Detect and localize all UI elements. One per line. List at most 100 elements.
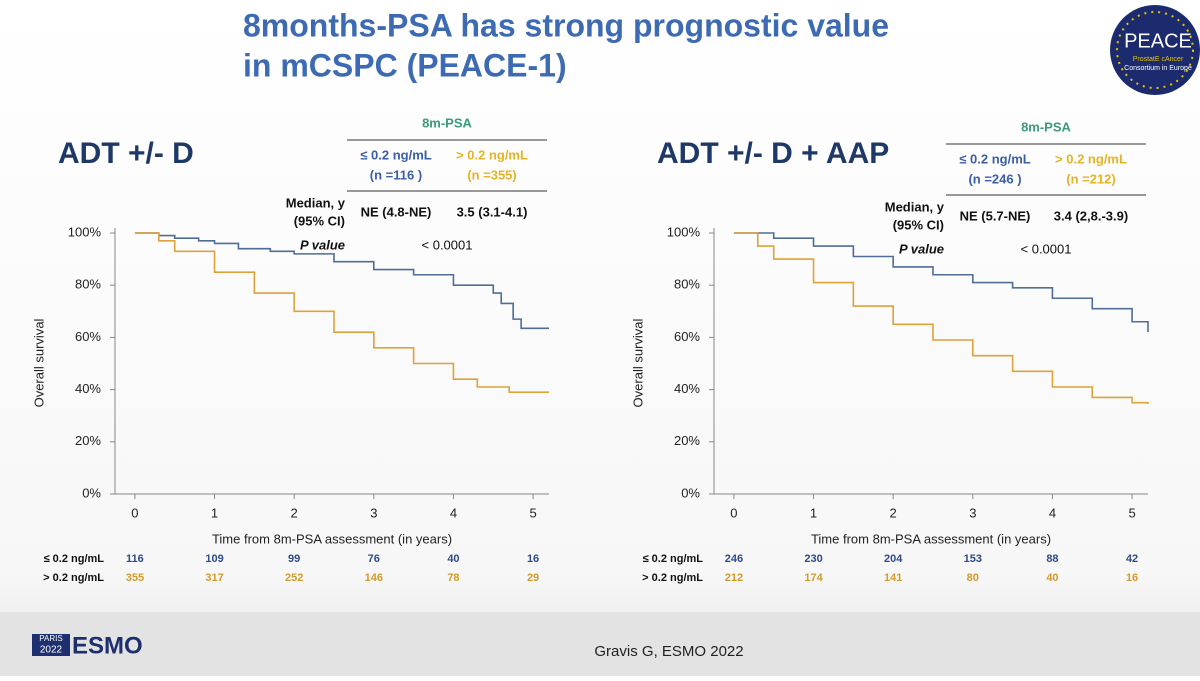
- risk-row-label: ≤ 0.2 ng/mL: [44, 553, 105, 565]
- x-tick-label: 3: [969, 505, 976, 520]
- y-axis-label: Overall survival: [630, 318, 645, 407]
- at-risk: 141: [884, 572, 902, 584]
- logo-text: ProstatE cAncer: [1133, 56, 1184, 63]
- table-title: 8m-PSA: [1021, 119, 1071, 134]
- at-risk: 153: [964, 553, 982, 565]
- at-risk: 99: [288, 553, 300, 565]
- chart-title: ADT +/- D: [58, 137, 194, 170]
- logo-text: PEACE: [1124, 30, 1192, 52]
- legend-n: (n =355): [467, 167, 517, 182]
- legend-name: ≤ 0.2 ng/mL: [360, 147, 431, 162]
- y-tick-label: 0%: [82, 485, 101, 500]
- survival-curve: [733, 232, 1149, 404]
- p-value: < 0.0001: [1021, 241, 1072, 256]
- risk-row-label: > 0.2 ng/mL: [43, 572, 104, 584]
- x-axis-label: Time from 8m-PSA assessment (in years): [811, 531, 1051, 546]
- at-risk: 317: [205, 572, 223, 584]
- legend-n: (n =212): [1066, 171, 1116, 186]
- at-risk: 76: [368, 553, 380, 565]
- logo-text: Consortium in Europe: [1124, 65, 1192, 72]
- at-risk: 146: [365, 572, 383, 584]
- p-label: P value: [899, 241, 944, 256]
- y-tick-label: 100%: [68, 224, 102, 239]
- x-tick-label: 5: [529, 505, 536, 520]
- at-risk: 16: [1126, 572, 1138, 584]
- at-risk: 246: [725, 553, 743, 565]
- x-tick-label: 3: [370, 505, 377, 520]
- at-risk: 212: [725, 572, 743, 584]
- y-tick-label: 40%: [75, 381, 101, 396]
- at-risk: 40: [447, 553, 459, 565]
- footer-band: [0, 612, 1200, 676]
- y-axis-label: Overall survival: [31, 318, 46, 407]
- y-tick-label: 80%: [674, 277, 700, 292]
- legend-n: (n =116 ): [370, 167, 422, 182]
- y-tick-label: 100%: [667, 224, 701, 239]
- at-risk: 116: [126, 553, 144, 565]
- at-risk: 230: [804, 553, 822, 565]
- x-axis-label: Time from 8m-PSA assessment (in years): [212, 531, 452, 546]
- event-logo-text: PARIS: [39, 634, 62, 643]
- table-title: 8m-PSA: [422, 115, 472, 130]
- median-label: Median, y: [286, 195, 346, 210]
- x-tick-label: 0: [730, 505, 737, 520]
- x-tick-label: 4: [1049, 505, 1056, 520]
- median-label: Median, y: [885, 199, 945, 214]
- at-risk: 204: [884, 553, 903, 565]
- y-tick-label: 20%: [674, 433, 700, 448]
- at-risk: 174: [804, 572, 823, 584]
- x-tick-label: 2: [291, 505, 298, 520]
- median-label: (95% CI): [893, 217, 944, 232]
- risk-row-label: > 0.2 ng/mL: [642, 572, 703, 584]
- y-tick-label: 60%: [75, 329, 101, 344]
- x-tick-label: 2: [890, 505, 897, 520]
- x-tick-label: 1: [810, 505, 817, 520]
- legend-name: ≤ 0.2 ng/mL: [959, 151, 1030, 166]
- at-risk: 109: [205, 553, 223, 565]
- at-risk: 78: [447, 572, 459, 584]
- p-value: < 0.0001: [422, 237, 473, 252]
- survival-curve: [134, 232, 549, 330]
- x-tick-label: 4: [450, 505, 457, 520]
- median-value: 3.5 (3.1-4.1): [457, 204, 528, 219]
- event-logo-box: [32, 634, 70, 656]
- slide-title: in mCSPC (PEACE-1): [243, 47, 567, 83]
- median-value: 3.4 (2,8.-3.9): [1054, 208, 1128, 223]
- x-tick-label: 1: [211, 505, 218, 520]
- event-logo-text: ESMO: [72, 632, 143, 659]
- slide-title: 8months-PSA has strong prognostic value: [243, 7, 889, 43]
- logo-stars: [1116, 11, 1194, 89]
- logo-circle: [1110, 5, 1200, 95]
- y-tick-label: 80%: [75, 277, 101, 292]
- legend-n: (n =246 ): [968, 171, 1021, 186]
- at-risk: 40: [1046, 572, 1058, 584]
- survival-curve: [733, 232, 1149, 333]
- at-risk: 16: [527, 553, 539, 565]
- legend-name: > 0.2 ng/mL: [456, 147, 528, 162]
- y-tick-label: 40%: [674, 381, 700, 396]
- survival-curve: [134, 232, 549, 394]
- median-value: NE (4.8-NE): [361, 204, 432, 219]
- event-logo-text: 2022: [40, 645, 63, 656]
- at-risk: 42: [1126, 553, 1138, 565]
- median-value: NE (5.7-NE): [960, 208, 1031, 223]
- risk-row-label: ≤ 0.2 ng/mL: [643, 553, 704, 565]
- footer-citation: Gravis G, ESMO 2022: [594, 643, 743, 660]
- at-risk: 88: [1046, 553, 1058, 565]
- median-label: (95% CI): [294, 213, 345, 228]
- at-risk: 355: [126, 572, 144, 584]
- p-label: P value: [300, 237, 345, 252]
- chart-title: ADT +/- D + AAP: [657, 137, 889, 170]
- at-risk: 252: [285, 572, 303, 584]
- at-risk: 29: [527, 572, 539, 584]
- legend-name: > 0.2 ng/mL: [1055, 151, 1127, 166]
- y-tick-label: 20%: [75, 433, 101, 448]
- at-risk: 80: [967, 572, 979, 584]
- x-tick-label: 5: [1128, 505, 1135, 520]
- y-tick-label: 0%: [681, 485, 700, 500]
- x-tick-label: 0: [131, 505, 138, 520]
- y-tick-label: 60%: [674, 329, 700, 344]
